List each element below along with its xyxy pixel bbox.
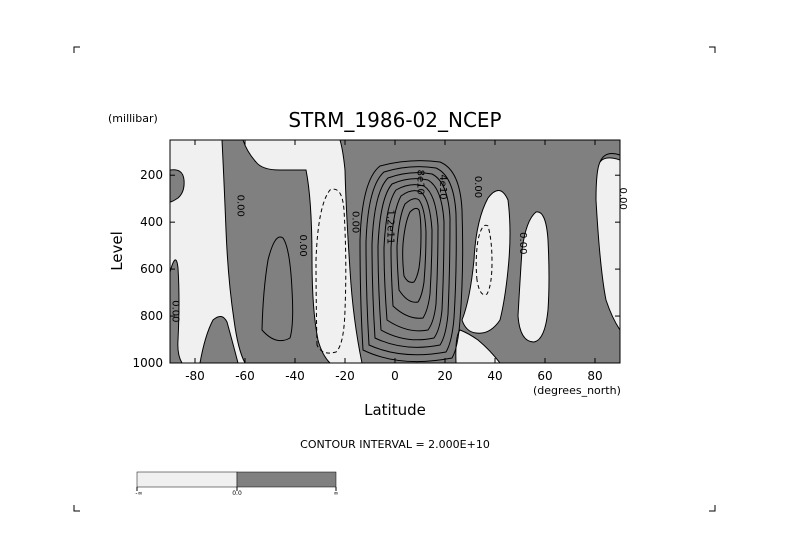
x-tick-label: -20 xyxy=(335,369,355,383)
positive-region-left-edge xyxy=(170,169,185,203)
contour-label: 0.00 xyxy=(350,211,361,233)
chart-title: STRM_1986-02_NCEP xyxy=(288,108,501,132)
southern-inner-contour xyxy=(261,236,294,342)
positive-contours xyxy=(359,160,464,363)
x-tick-label: -60 xyxy=(235,369,255,383)
contour-label: 8e10 xyxy=(415,170,426,195)
x-tick-label: -80 xyxy=(185,369,205,383)
colorbar-negative xyxy=(136,471,238,488)
contour-label: 4e10 xyxy=(437,174,448,199)
contour-interval-footer: CONTOUR INTERVAL = 2.000E+10 xyxy=(300,438,490,451)
contour-labels: 0.00 0.00 0.00 0.00 8e10 4e10 1.2e11 0.00 0.00 0.… xyxy=(170,170,629,323)
y-tick-label: 600 xyxy=(140,262,163,276)
zero-contour-north xyxy=(599,153,620,163)
colorbar: -∞ 0.0 ∞ xyxy=(135,471,339,497)
y-tick-label: 800 xyxy=(140,309,163,323)
x-tick-label: 60 xyxy=(537,369,552,383)
colorbar-label-zero: 0.0 xyxy=(232,490,242,497)
negative-contour-dashed-2 xyxy=(475,224,493,296)
y-axis-label: Level xyxy=(108,231,126,271)
contour-label: 0.00 xyxy=(517,232,528,254)
contour-label: 0.00 xyxy=(472,176,483,198)
x-tick-label: 20 xyxy=(437,369,452,383)
positive-region-southern-main xyxy=(221,140,331,363)
x-tick-label: 80 xyxy=(587,369,602,383)
positive-region-left-bottom xyxy=(170,259,183,363)
negative-island-polar xyxy=(517,211,550,343)
x-tick-label: -40 xyxy=(285,369,305,383)
y-units-label: (millibar) xyxy=(108,112,158,125)
x-tick-label: 40 xyxy=(487,369,502,383)
negative-contour-dashed-1 xyxy=(315,188,347,354)
x-axis-label: Latitude xyxy=(364,401,426,419)
contour-label: 0.00 xyxy=(297,234,308,256)
x-axis: -80 -60 -40 -20 0 20 40 60 80 xyxy=(185,140,603,383)
contour-label: 0.00 xyxy=(170,300,181,322)
colorbar-positive xyxy=(236,471,337,488)
y-axis: 200 400 600 800 1000 xyxy=(132,168,620,370)
crop-marks xyxy=(73,46,716,512)
y-tick-label: 1000 xyxy=(132,356,163,370)
colorbar-label-min: -∞ xyxy=(135,490,142,497)
x-tick-label: 0 xyxy=(391,369,399,383)
contour-label: 0.00 xyxy=(235,195,246,217)
contour-label: 0.00 xyxy=(617,188,628,210)
y-tick-label: 200 xyxy=(140,168,163,182)
colorbar-label-max: ∞ xyxy=(334,490,339,497)
y-tick-label: 400 xyxy=(140,215,163,229)
x-units-label: (degrees_north) xyxy=(533,384,621,397)
positive-region-southern xyxy=(199,316,239,363)
negative-island-northern xyxy=(461,190,511,334)
contour-label: 1.2e11 xyxy=(385,209,396,244)
plot-area xyxy=(169,139,621,364)
